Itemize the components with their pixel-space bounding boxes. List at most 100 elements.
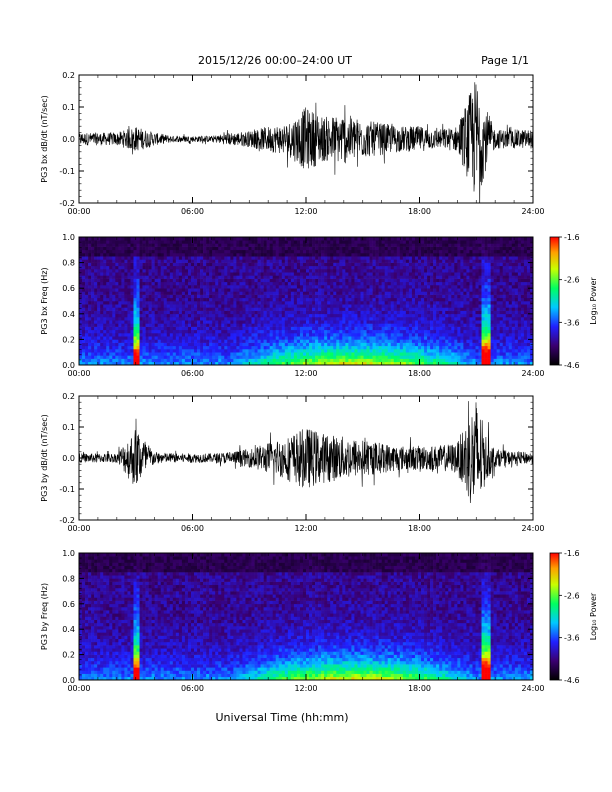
spectrogram-cell xyxy=(327,361,331,365)
spectrogram-cell xyxy=(136,265,140,270)
spectrogram-cell xyxy=(417,285,422,289)
spectrogram-cell xyxy=(402,240,407,244)
spectrogram-cell xyxy=(97,246,101,251)
spectrogram-cell xyxy=(172,339,177,343)
spectrogram-cell xyxy=(290,291,295,295)
spectrogram-cell xyxy=(142,345,146,350)
spectrogram-cell xyxy=(145,269,149,273)
spectrogram-cell xyxy=(233,297,237,302)
spectrogram-cell xyxy=(178,329,183,334)
spectrogram-cell xyxy=(360,326,364,331)
spectrogram-cell xyxy=(299,339,304,343)
spectrogram-cell xyxy=(260,317,264,321)
spectrogram-cell xyxy=(309,237,313,241)
spectrogram-cell xyxy=(169,358,174,363)
spectrogram-cell xyxy=(312,323,316,327)
spectrogram-cell xyxy=(387,329,392,334)
spectrogram-cell xyxy=(251,253,255,257)
spectrogram-cell xyxy=(136,355,140,359)
spectrogram-cell xyxy=(402,317,407,321)
spectrogram-cell xyxy=(82,269,86,273)
spectrogram-cell xyxy=(309,285,313,289)
spectrogram-cell xyxy=(375,253,379,257)
spectrogram-cell xyxy=(94,329,98,334)
spectrogram-cell xyxy=(333,352,337,356)
spectrogram-cell xyxy=(133,333,137,337)
spectrogram-cell xyxy=(166,320,171,324)
spectrogram-cell xyxy=(197,358,201,363)
spectrogram-cell xyxy=(148,320,152,324)
spectrogram-cell xyxy=(209,342,213,347)
spectrogram-cell xyxy=(390,310,395,315)
spectrogram-cell xyxy=(209,310,213,315)
spectrogram-cell xyxy=(357,294,361,299)
spectrogram-cell xyxy=(336,310,340,315)
spectrogram-cell xyxy=(121,333,125,337)
spectrogram-cell xyxy=(136,358,140,363)
spectrogram-cell xyxy=(433,281,437,286)
spectrogram-cell xyxy=(315,278,319,283)
spectrogram-cell xyxy=(399,291,404,295)
spectrogram-cell xyxy=(417,246,422,251)
spectrogram-cell xyxy=(439,275,443,279)
spectrogram-cell xyxy=(284,323,289,327)
spectrogram-cell xyxy=(91,294,95,299)
spectrogram-cell xyxy=(342,294,346,299)
spectrogram-cell xyxy=(142,281,146,286)
spectrogram-cell xyxy=(139,256,143,260)
spectrogram-cell xyxy=(82,301,86,305)
spectrogram-cell xyxy=(405,339,410,343)
spectrogram-cell xyxy=(187,320,192,324)
spectrogram-cell xyxy=(215,275,219,279)
spectrogram-cell xyxy=(151,237,155,241)
spectrogram-cell xyxy=(97,281,101,286)
spectrogram-cell xyxy=(260,249,264,254)
spectrogram-cell xyxy=(88,272,92,276)
spectrogram-cell xyxy=(181,281,186,286)
spectrogram-cell xyxy=(91,323,95,327)
spectrogram-cell xyxy=(197,339,201,343)
spectrogram-cell xyxy=(405,352,410,356)
spectrogram-cell xyxy=(387,285,392,289)
spectrogram-cell xyxy=(381,281,385,286)
spectrogram-cell xyxy=(130,307,134,311)
spectrogram-cell xyxy=(387,304,392,308)
spectrogram-cell xyxy=(372,265,376,270)
spectrogram-cell xyxy=(239,285,243,289)
spectrogram-cell xyxy=(290,345,295,350)
spectrogram-cell xyxy=(139,358,143,363)
spectrogram-cell xyxy=(414,243,419,247)
spectrogram-cell xyxy=(387,278,392,283)
spectrogram-cell xyxy=(427,342,431,347)
spectrogram-cell xyxy=(157,313,162,318)
spectrogram-cell xyxy=(414,265,419,270)
spectrogram-cell xyxy=(260,352,264,356)
spectrogram-cell xyxy=(245,349,249,353)
spectrogram-cell xyxy=(166,313,171,318)
spectrogram-cell xyxy=(91,253,95,257)
spectrogram-cell xyxy=(187,317,192,321)
spectrogram-cell xyxy=(312,326,316,331)
spectrogram-cell xyxy=(197,291,201,295)
spectrogram-cell xyxy=(375,265,379,270)
spectrogram-cell xyxy=(387,265,392,270)
spectrogram-cell xyxy=(248,339,252,343)
spectrogram-cell xyxy=(354,329,358,334)
spectrogram-cell xyxy=(100,297,104,302)
spectrogram-cell xyxy=(375,297,379,302)
spectrogram-cell xyxy=(91,259,95,263)
spectrogram-cell xyxy=(284,275,289,279)
spectrogram-cell xyxy=(430,333,434,337)
spectrogram-cell xyxy=(121,278,125,283)
spectrogram-cell xyxy=(175,269,180,273)
spectrogram-cell xyxy=(263,336,267,340)
spectrogram-cell xyxy=(381,301,385,305)
spectrogram-cell xyxy=(85,304,89,308)
spectrogram-cell xyxy=(372,249,376,254)
spectrogram-cell xyxy=(315,301,319,305)
spectrogram-cell xyxy=(430,269,434,273)
spectrogram-cell xyxy=(336,259,340,263)
spectrogram-cell xyxy=(242,304,246,308)
spectrogram-cell xyxy=(227,323,231,327)
spectrogram-cell xyxy=(197,313,201,318)
